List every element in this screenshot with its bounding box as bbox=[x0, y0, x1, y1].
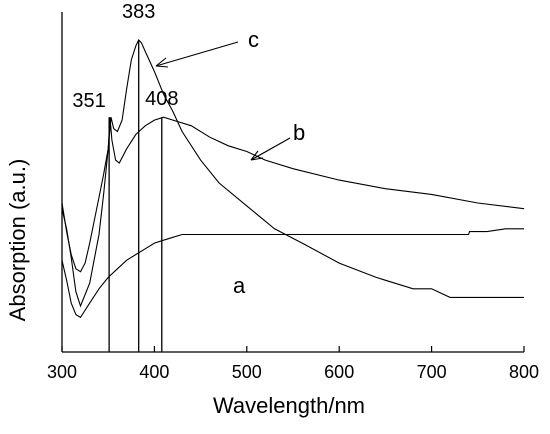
peak-label-383: 383 bbox=[122, 1, 155, 23]
x-tick-label-300: 300 bbox=[47, 362, 77, 382]
series-line-b bbox=[61, 116, 525, 273]
series-lines bbox=[61, 39, 525, 319]
peak-label-351: 351 bbox=[72, 90, 105, 112]
series-line-a bbox=[61, 228, 524, 319]
x-tick-label-800: 800 bbox=[509, 362, 539, 382]
arrow-b-pointer bbox=[250, 137, 291, 161]
x-tick-label-600: 600 bbox=[324, 362, 354, 382]
peak-label-408: 408 bbox=[145, 88, 178, 110]
arrow-b-head bbox=[250, 150, 264, 161]
series-label-b: b bbox=[293, 120, 305, 145]
annotations: c b a bbox=[155, 27, 305, 298]
x-tick-label-400: 400 bbox=[139, 362, 169, 382]
x-ticks: 300 400 500 600 700 800 bbox=[47, 346, 539, 382]
peak-marker-lines: 351 383 408 bbox=[72, 1, 178, 352]
arrow-c-pointer bbox=[155, 41, 239, 67]
series-label-c: c bbox=[248, 27, 259, 52]
y-axis-title: Absorption (a.u.) bbox=[5, 159, 30, 322]
series-line-c bbox=[61, 39, 524, 308]
x-tick-label-700: 700 bbox=[417, 362, 447, 382]
arrow-c-head bbox=[155, 57, 169, 68]
x-axis-title: Wavelength/nm bbox=[213, 393, 365, 418]
x-tick-label-500: 500 bbox=[232, 362, 262, 382]
series-label-a: a bbox=[233, 273, 246, 298]
